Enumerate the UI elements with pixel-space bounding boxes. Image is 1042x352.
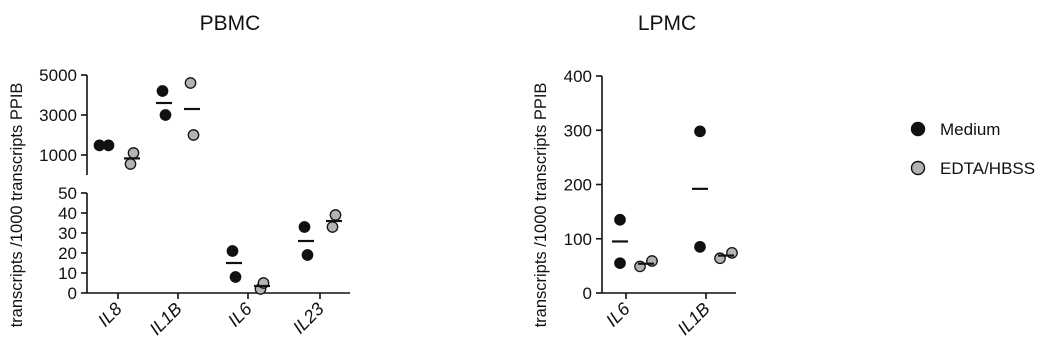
pbmc-y-tick-label-30-lower: 30 bbox=[58, 224, 77, 243]
pbmc-y-tick-label-20-lower: 20 bbox=[58, 244, 77, 263]
pbmc-point-edta-hbss-il1b-1 bbox=[187, 129, 200, 141]
lpmc-y-tick-label-300: 300 bbox=[564, 121, 592, 140]
lpmc-x-tick-label-il1b: IL1B bbox=[674, 299, 714, 339]
pbmc-title: PBMC bbox=[200, 12, 261, 35]
pbmc-x-tick-label-il6: IL6 bbox=[224, 298, 257, 331]
pbmc-point-medium-il23-0 bbox=[298, 221, 311, 233]
lpmc-point-medium-il1b-1 bbox=[694, 241, 706, 253]
lpmc-panel: LPMC transcripts /1000 transcripts PPIB … bbox=[532, 12, 738, 339]
legend-label-medium: Medium bbox=[940, 120, 1000, 139]
pbmc-point-edta-hbss-il8-0 bbox=[124, 158, 137, 170]
pbmc-point-medium-il23-1 bbox=[301, 249, 314, 261]
pbmc-point-medium-il6-1 bbox=[229, 271, 242, 283]
lpmc-y-tick-label-0: 0 bbox=[583, 284, 592, 303]
lpmc-y-tick-label-100: 100 bbox=[564, 230, 592, 249]
pbmc-x-tick-label-il8: IL8 bbox=[94, 299, 126, 331]
lpmc-title: LPMC bbox=[638, 12, 696, 35]
lpmc-y-tick-label-200: 200 bbox=[564, 176, 592, 195]
lpmc-point-medium-il6-1 bbox=[614, 257, 626, 270]
lpmc-y-axis-label: transcripts /1000 transcripts PPIB bbox=[532, 83, 550, 328]
pbmc-panel: PBMC transcripts /1000 transcripts PPIB … bbox=[8, 12, 350, 339]
lpmc-axes: 0 100 200 300 400 IL6 IL1B bbox=[564, 67, 736, 339]
pbmc-point-edta-hbss-il23-0 bbox=[326, 221, 339, 233]
pbmc-y-tick-label-10-lower: 10 bbox=[58, 264, 77, 283]
pbmc-x-tick-label-il1b: IL1B bbox=[146, 299, 186, 339]
pbmc-y-tick-label-40-lower: 40 bbox=[58, 204, 77, 223]
pbmc-point-edta-hbss-il1b-0 bbox=[184, 77, 197, 89]
pbmc-point-edta-hbss-il8-1 bbox=[127, 147, 140, 159]
pbmc-point-medium-il1b-0 bbox=[156, 85, 169, 97]
pbmc-y-tick-label-1000: 1000 bbox=[39, 146, 77, 165]
pbmc-point-medium-il1b-1 bbox=[159, 109, 172, 121]
pbmc-y-tick-label-3000: 3000 bbox=[39, 106, 77, 125]
pbmc-x-tick-label-il23: IL23 bbox=[289, 299, 328, 338]
legend-marker-medium bbox=[910, 121, 926, 137]
legend-label-edta-hbss: EDTA/HBSS bbox=[940, 159, 1035, 178]
pbmc-y-axis-label: transcripts /1000 transcripts PPIB bbox=[8, 83, 26, 328]
pbmc-y-tick-label-50-lower: 50 bbox=[58, 184, 77, 203]
legend: Medium EDTA/HBSS bbox=[910, 120, 1035, 178]
pbmc-marks bbox=[93, 77, 342, 295]
pbmc-y-tick-label-0-lower: 0 bbox=[68, 284, 77, 303]
lpmc-point-medium-il1b-0 bbox=[694, 125, 706, 138]
pbmc-point-edta-hbss-il23-1 bbox=[329, 209, 342, 221]
lpmc-x-tick-label-il6: IL6 bbox=[602, 298, 635, 331]
pbmc-point-medium-il6-0 bbox=[226, 245, 239, 257]
lpmc-point-medium-il6-0 bbox=[614, 213, 626, 226]
pbmc-y-tick-label-5000: 5000 bbox=[39, 66, 77, 85]
lpmc-y-tick-label-400: 400 bbox=[564, 67, 592, 86]
legend-marker-edta-hbss bbox=[910, 160, 926, 176]
lpmc-marks bbox=[612, 125, 738, 273]
